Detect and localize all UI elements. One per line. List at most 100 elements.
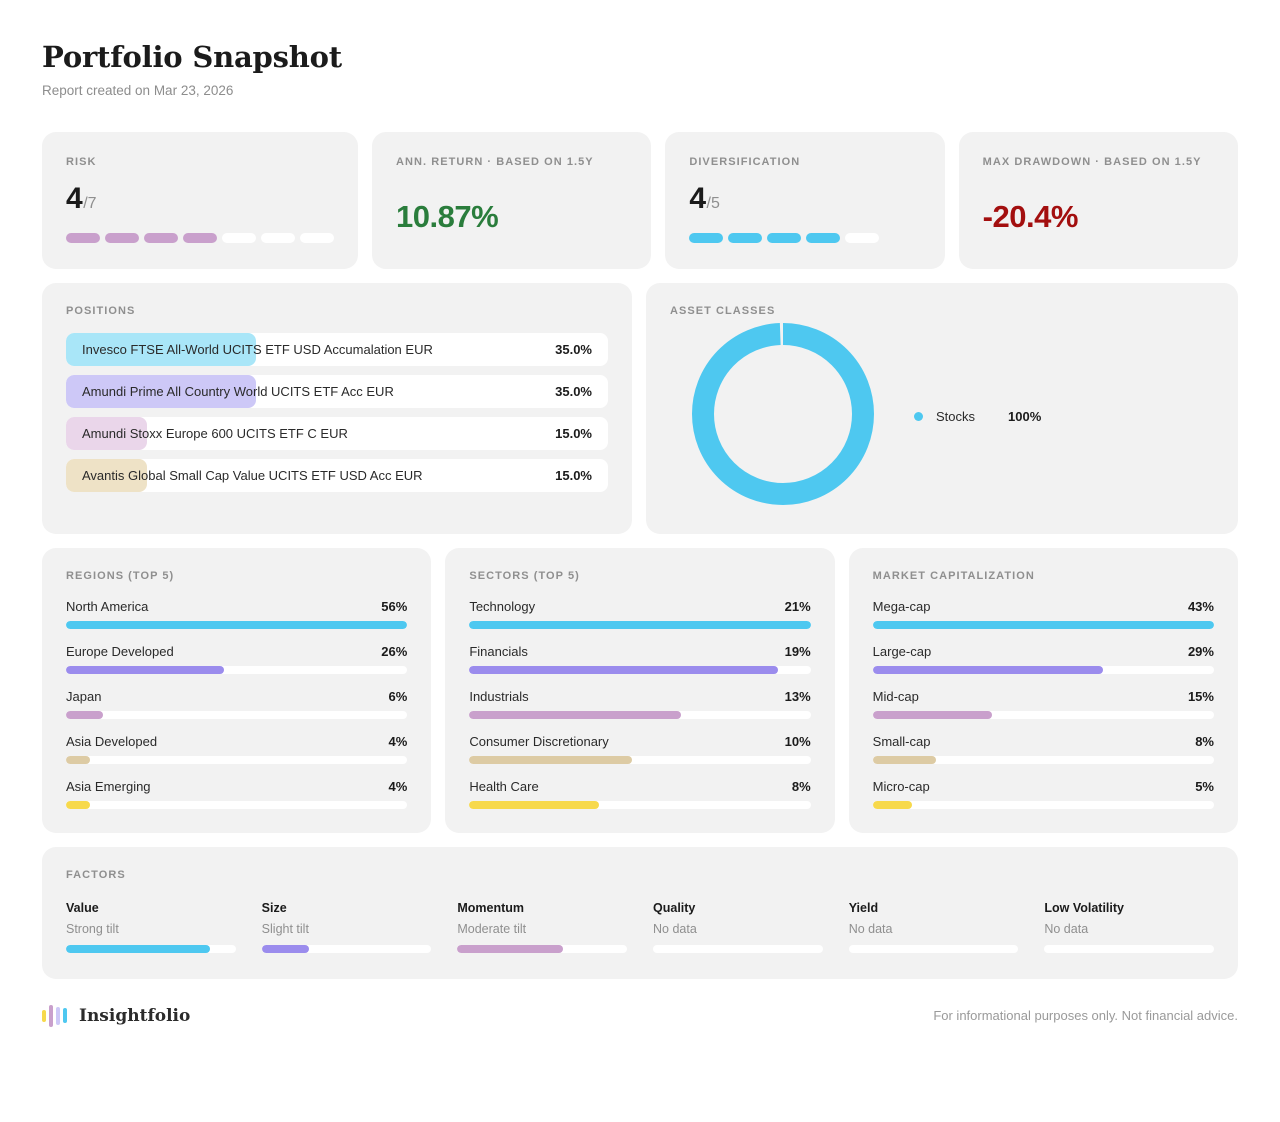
score-pill xyxy=(845,232,880,243)
position-fill xyxy=(66,416,148,450)
position-name: Amundi Prime All Country World UCITS ETF… xyxy=(82,383,394,399)
breakdown-head: Financials 19% xyxy=(469,644,810,659)
factor-track xyxy=(66,944,236,953)
breakdown-item: Asia Developed 4% xyxy=(66,734,408,764)
metric-label: MAX DRAWDOWN · BASED ON 1.5Y xyxy=(982,155,1202,168)
breakdown-head: North America 56% xyxy=(66,599,407,614)
breakdown-value: 4% xyxy=(388,733,408,749)
breakdown-head: Asia Emerging 4% xyxy=(66,779,407,794)
position-row: Amundi Stoxx Europe 600 UCITS ETF C EUR 1… xyxy=(66,416,608,450)
breakdown-name: Industrials xyxy=(469,688,529,704)
breakdown-fill xyxy=(469,755,632,764)
position-fill xyxy=(66,332,256,366)
position-weight: 35.0% xyxy=(555,383,592,399)
breakdown-head: Consumer Discretionary 10% xyxy=(469,734,810,749)
breakdown-item: Small-cap 8% xyxy=(872,733,1214,764)
breakdown-track xyxy=(872,755,1214,764)
factor-name: Momentum xyxy=(457,900,525,915)
breakdown-list: Technology 21% Financials 19% Industrials 13%… xyxy=(469,599,811,809)
breakdown-track xyxy=(872,710,1214,719)
logo-bar xyxy=(56,1006,60,1025)
breakdown-label: SECTORS (TOP 5) xyxy=(469,569,580,582)
factor-name: Value xyxy=(66,900,99,915)
positions-card: POSITIONS Invesco FTSE All-World UCITS E… xyxy=(42,282,632,534)
metric-card-3: DIVERSIFICATION 4/5 xyxy=(665,131,945,269)
disclaimer: For informational purposes only. Not fin… xyxy=(933,1008,1238,1024)
breakdown-track xyxy=(469,800,811,809)
report-date: Report created on Mar 23, 2026 xyxy=(42,82,234,98)
breakdown-name: Europe Developed xyxy=(66,643,174,659)
positions-label: POSITIONS xyxy=(66,304,136,317)
page-title: Portfolio Snapshot xyxy=(42,40,342,74)
position-weight: 15.0% xyxy=(555,425,592,441)
factor-fill xyxy=(457,944,563,953)
breakdown-fill xyxy=(469,710,681,719)
factor-description: No data xyxy=(1044,921,1089,936)
score-pills xyxy=(689,232,920,243)
factor-fill xyxy=(261,944,310,953)
breakdown-name: Financials xyxy=(469,643,528,659)
position-row: Amundi Prime All Country World UCITS ETF… xyxy=(66,374,608,408)
breakdown-label: REGIONS (TOP 5) xyxy=(66,569,175,582)
breakdown-name: Mid-cap xyxy=(872,688,919,704)
breakdown-item: Japan 6% xyxy=(66,689,408,719)
breakdown-head: Japan 6% xyxy=(66,689,407,704)
breakdown-track xyxy=(469,710,811,719)
breakdown-name: Asia Developed xyxy=(66,733,158,749)
breakdown-track xyxy=(66,755,408,764)
breakdown-value: 29% xyxy=(1187,643,1214,659)
factor-description: Moderate tilt xyxy=(457,921,527,936)
breakdown-head: Micro-cap 5% xyxy=(873,779,1214,794)
score-pill xyxy=(66,232,100,243)
factor-name: Low Volatility xyxy=(1044,900,1124,915)
position-name: Amundi Stoxx Europe 600 UCITS ETF C EUR xyxy=(82,425,348,441)
metric-denominator: /5 xyxy=(706,194,720,212)
breakdown-item: Mega-cap 43% xyxy=(872,599,1214,629)
logo-bar xyxy=(49,1004,53,1027)
breakdown-track xyxy=(66,665,408,674)
breakdown-value: 13% xyxy=(784,688,811,704)
breakdown-item: Large-cap 29% xyxy=(872,643,1214,674)
logo-bar xyxy=(42,1009,46,1022)
position-row: Invesco FTSE All-World UCITS ETF USD Acc… xyxy=(66,332,608,366)
breakdown-head: Asia Developed 4% xyxy=(66,734,407,749)
breakdown-row: REGIONS (TOP 5) North America 56% Europe De… xyxy=(42,547,1238,833)
score-pill xyxy=(222,232,256,243)
factor-description: No data xyxy=(848,921,893,936)
position-fill xyxy=(66,374,256,408)
factor-item: Value Strong tilt xyxy=(66,901,236,953)
factor-track xyxy=(848,944,1019,953)
metric-value: 4 xyxy=(66,181,83,215)
breakdown-track xyxy=(66,710,408,719)
position-weight: 35.0% xyxy=(555,341,592,357)
breakdown-item: Financials 19% xyxy=(469,644,811,674)
breakdown-name: Consumer Discretionary xyxy=(469,733,609,749)
score-pill xyxy=(806,232,841,243)
logo-bar xyxy=(63,1008,67,1024)
breakdown-track xyxy=(469,755,811,764)
factor-name: Size xyxy=(261,900,287,915)
breakdown-name: Japan xyxy=(66,688,102,704)
breakdown-name: Small-cap xyxy=(872,733,931,749)
position-name: Invesco FTSE All-World UCITS ETF USD Acc… xyxy=(82,341,433,357)
factors-label: FACTORS xyxy=(66,868,126,881)
breakdown-fill xyxy=(66,755,91,764)
breakdown-head: Mega-cap 43% xyxy=(873,599,1214,614)
position-row: Avantis Global Small Cap Value UCITS ETF… xyxy=(66,458,608,492)
breakdown-track xyxy=(469,665,811,674)
breakdown-track xyxy=(66,620,408,629)
breakdown-name: Health Care xyxy=(469,778,539,794)
metric-card-4: MAX DRAWDOWN · BASED ON 1.5Y -20.4% xyxy=(958,131,1238,269)
legend-dot-icon xyxy=(914,411,923,421)
factor-track xyxy=(261,944,432,953)
breakdown-head: Industrials 13% xyxy=(469,689,810,704)
breakdown-value: 10% xyxy=(784,733,811,749)
score-pill xyxy=(144,232,178,243)
breakdown-card-1: REGIONS (TOP 5) North America 56% Europe De… xyxy=(42,547,432,833)
breakdown-fill xyxy=(469,620,811,629)
breakdown-value: 8% xyxy=(791,778,811,794)
breakdown-track xyxy=(872,800,1214,809)
breakdown-track xyxy=(66,800,408,809)
breakdown-item: Industrials 13% xyxy=(469,689,811,719)
breakdown-item: Asia Emerging 4% xyxy=(66,779,408,809)
